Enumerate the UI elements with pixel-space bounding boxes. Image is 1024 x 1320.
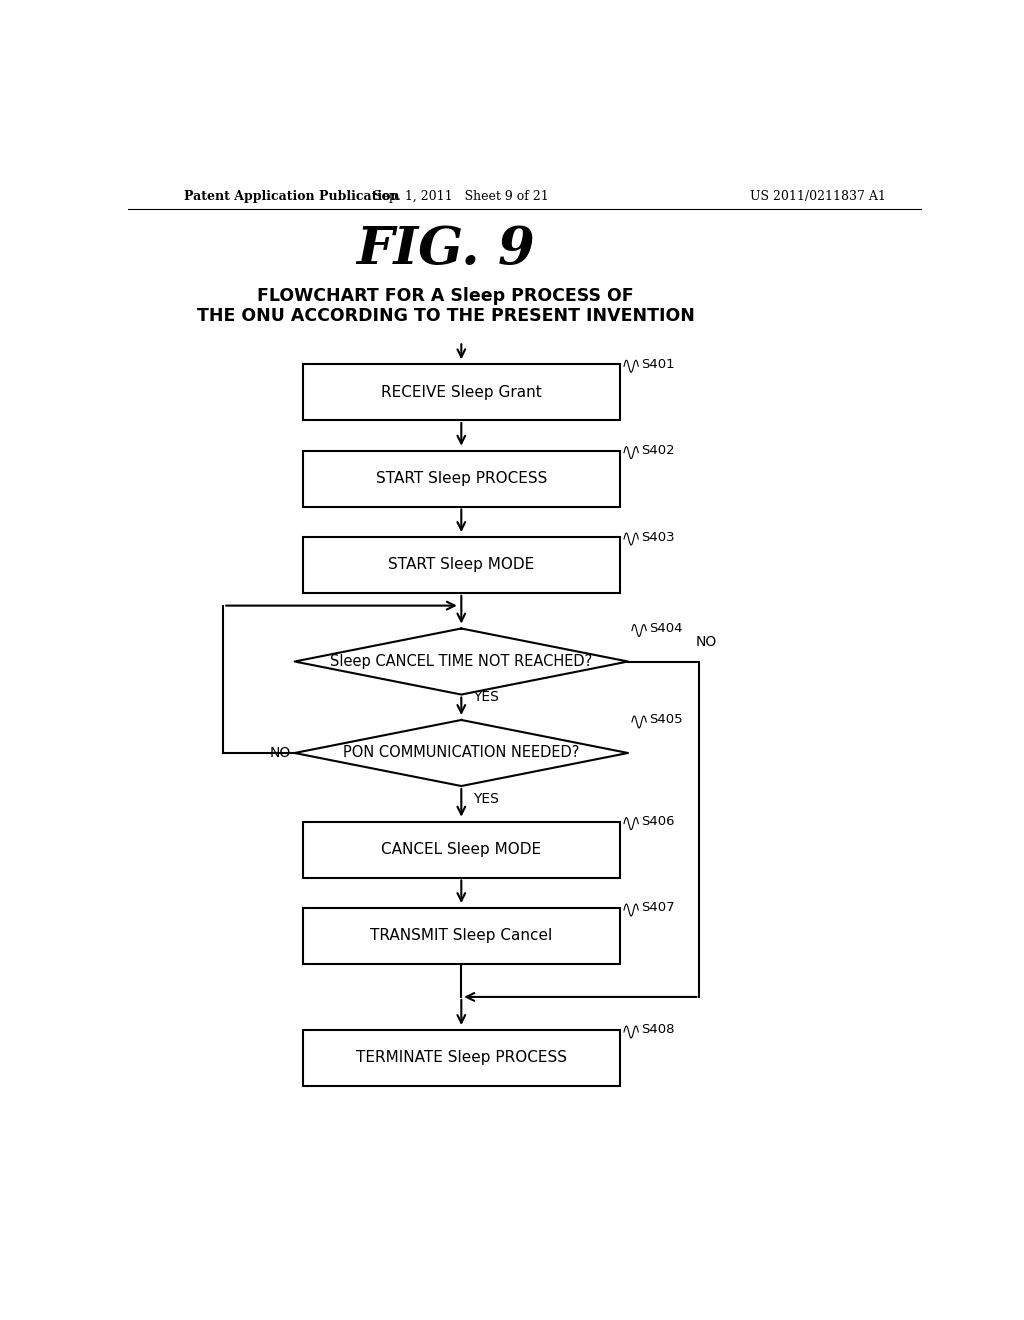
Text: PON COMMUNICATION NEEDED?: PON COMMUNICATION NEEDED? xyxy=(343,746,580,760)
Text: THE ONU ACCORDING TO THE PRESENT INVENTION: THE ONU ACCORDING TO THE PRESENT INVENTI… xyxy=(197,308,694,325)
Text: TRANSMIT Sleep Cancel: TRANSMIT Sleep Cancel xyxy=(371,928,552,944)
FancyBboxPatch shape xyxy=(303,450,620,507)
Text: CANCEL Sleep MODE: CANCEL Sleep MODE xyxy=(381,842,542,857)
Text: START Sleep PROCESS: START Sleep PROCESS xyxy=(376,471,547,486)
FancyBboxPatch shape xyxy=(303,821,620,878)
Text: S406: S406 xyxy=(641,816,675,828)
Text: Sleep CANCEL TIME NOT REACHED?: Sleep CANCEL TIME NOT REACHED? xyxy=(330,653,593,669)
Text: S401: S401 xyxy=(641,358,675,371)
Text: Sep. 1, 2011   Sheet 9 of 21: Sep. 1, 2011 Sheet 9 of 21 xyxy=(374,190,549,202)
Polygon shape xyxy=(295,719,628,785)
Text: NO: NO xyxy=(695,635,717,649)
FancyBboxPatch shape xyxy=(303,364,620,420)
Text: NO: NO xyxy=(269,746,291,760)
FancyBboxPatch shape xyxy=(303,1030,620,1086)
Text: RECEIVE Sleep Grant: RECEIVE Sleep Grant xyxy=(381,384,542,400)
Polygon shape xyxy=(295,628,628,694)
Text: TERMINATE Sleep PROCESS: TERMINATE Sleep PROCESS xyxy=(355,1051,567,1065)
Text: FLOWCHART FOR A Sleep PROCESS OF: FLOWCHART FOR A Sleep PROCESS OF xyxy=(257,286,634,305)
Text: S402: S402 xyxy=(641,444,675,457)
Text: S407: S407 xyxy=(641,902,675,915)
Text: S405: S405 xyxy=(649,714,683,726)
Text: Patent Application Publication: Patent Application Publication xyxy=(183,190,399,202)
FancyBboxPatch shape xyxy=(303,908,620,964)
Text: S403: S403 xyxy=(641,531,675,544)
Text: S404: S404 xyxy=(649,622,683,635)
Text: YES: YES xyxy=(473,792,499,805)
Text: FIG. 9: FIG. 9 xyxy=(356,224,535,276)
FancyBboxPatch shape xyxy=(303,537,620,593)
Text: US 2011/0211837 A1: US 2011/0211837 A1 xyxy=(751,190,887,202)
Text: YES: YES xyxy=(473,690,499,704)
Text: START Sleep MODE: START Sleep MODE xyxy=(388,557,535,573)
Text: S408: S408 xyxy=(641,1023,675,1036)
